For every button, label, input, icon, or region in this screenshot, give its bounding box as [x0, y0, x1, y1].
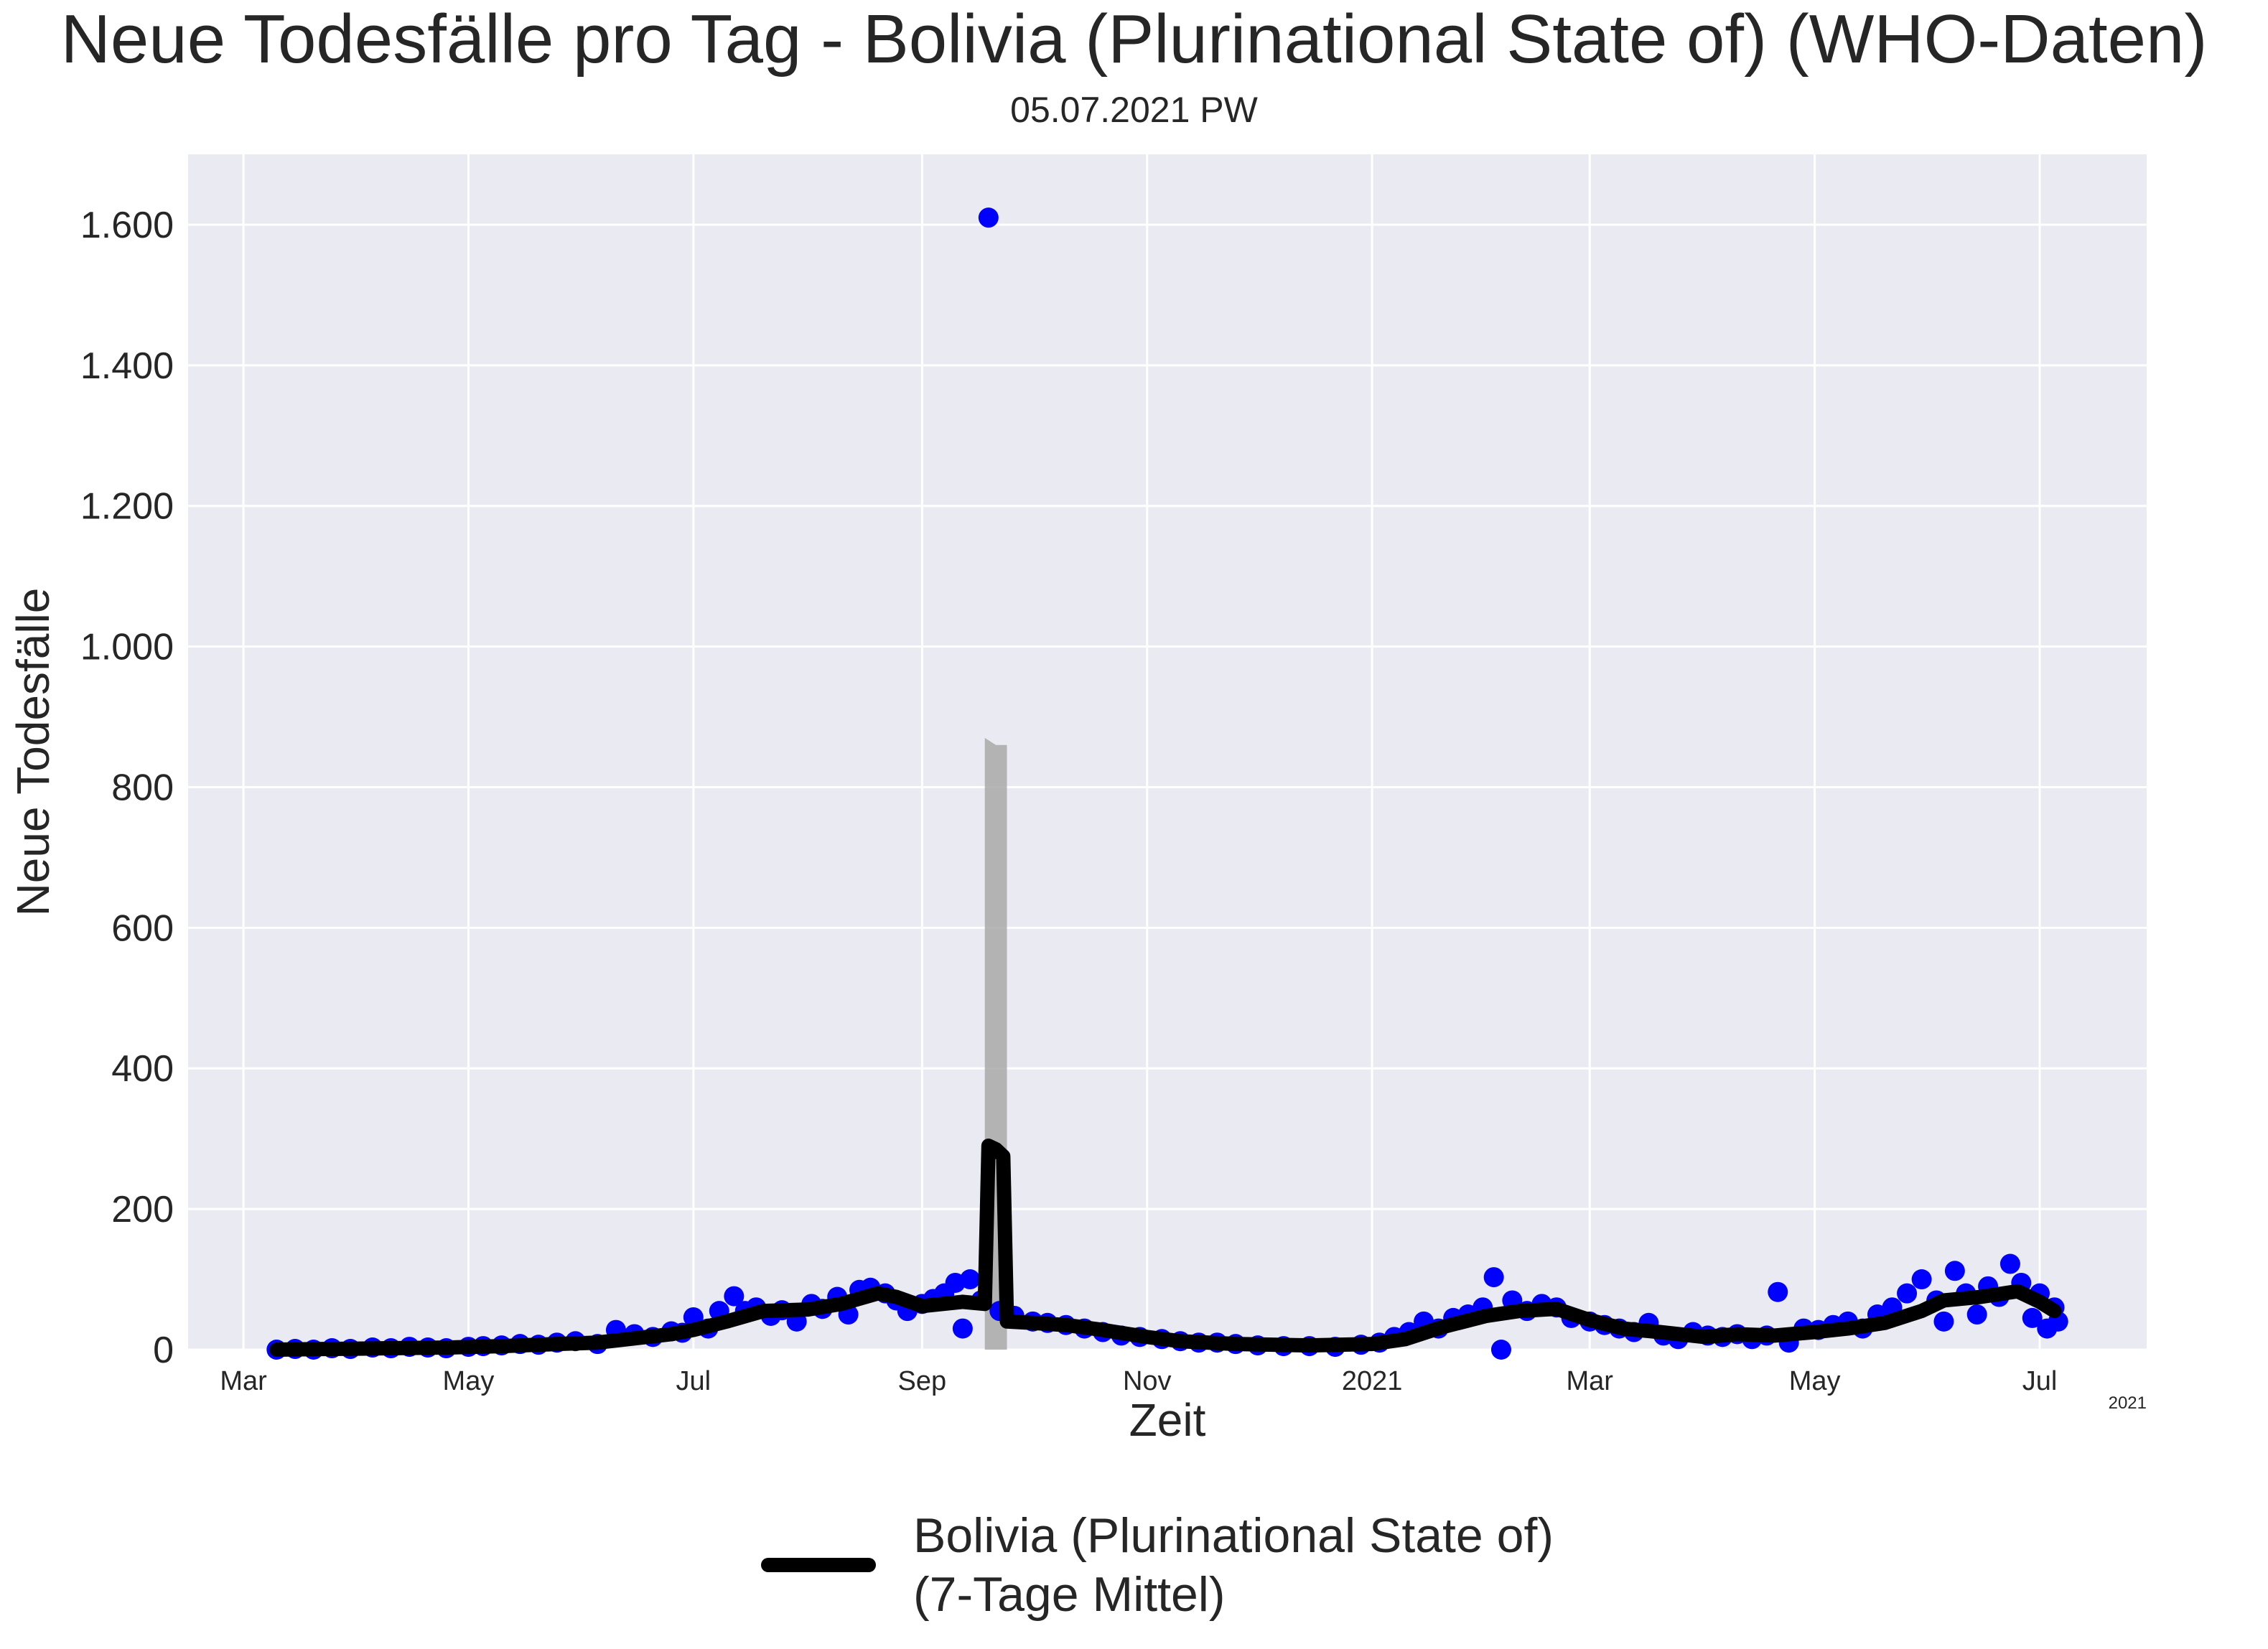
data-point [2022, 1307, 2043, 1328]
data-point [1490, 1340, 1511, 1360]
x-tick-label: Jul [2022, 1366, 2058, 1396]
y-tick-label: 1.600 [80, 205, 174, 246]
chart-subtitle: 05.07.2021 PW [1010, 90, 1258, 130]
data-point [1966, 1304, 1987, 1325]
data-point [1897, 1283, 1918, 1304]
x-tick-label: Mar [220, 1366, 267, 1396]
legend-line-swatch [761, 1558, 876, 1572]
x-tick-label: Nov [1123, 1366, 1172, 1396]
y-axis-label: Neue Todesfälle [7, 588, 59, 917]
x-tick-label: Jul [676, 1366, 711, 1396]
x-tick-label: 2021 [1342, 1366, 1403, 1396]
legend-label: Bolivia (Plurinational State of) (7-Tage … [913, 1508, 1554, 1622]
data-point [724, 1286, 745, 1307]
y-tick-label: 1.200 [80, 486, 174, 528]
y-tick-label: 200 [111, 1189, 174, 1230]
x-axis-offset-label: 2021 [2109, 1393, 2147, 1413]
data-point [960, 1269, 981, 1290]
data-point [1933, 1311, 1954, 1332]
y-tick-label: 1.400 [80, 345, 174, 387]
tick-labels: 0 200 400 600 800 1.000 1.200 1.400 1.600 Mar May J… [80, 205, 2057, 1396]
y-tick-label: 400 [111, 1048, 174, 1090]
plot-area [188, 154, 2147, 1350]
series-line [269, 1138, 2062, 1357]
data-point [1911, 1269, 1932, 1290]
x-axis-label: Zeit [1129, 1394, 1206, 1446]
data-point [1768, 1281, 1788, 1302]
x-tick-label: Mar [1567, 1366, 1614, 1396]
x-tick-label: May [1789, 1366, 1841, 1396]
data-point [952, 1318, 973, 1339]
seven-day-line [269, 1138, 2062, 1357]
legend: Bolivia (Plurinational State of) (7-Tage … [761, 1506, 1554, 1624]
data-point [978, 207, 999, 228]
data-point [1944, 1261, 1965, 1281]
y-tick-label: 600 [111, 907, 174, 949]
y-tick-label: 800 [111, 767, 174, 808]
x-tick-label: Sep [898, 1366, 947, 1396]
data-point [1483, 1267, 1504, 1288]
y-tick-label: 1.000 [80, 627, 174, 668]
y-tick-label: 0 [153, 1330, 174, 1371]
grid [188, 154, 2147, 1351]
x-tick-label: May [443, 1366, 495, 1396]
chart-title: Neue Todesfälle pro Tag - Bolivia (Pluri… [60, 1, 2208, 78]
data-point [1999, 1253, 2020, 1274]
